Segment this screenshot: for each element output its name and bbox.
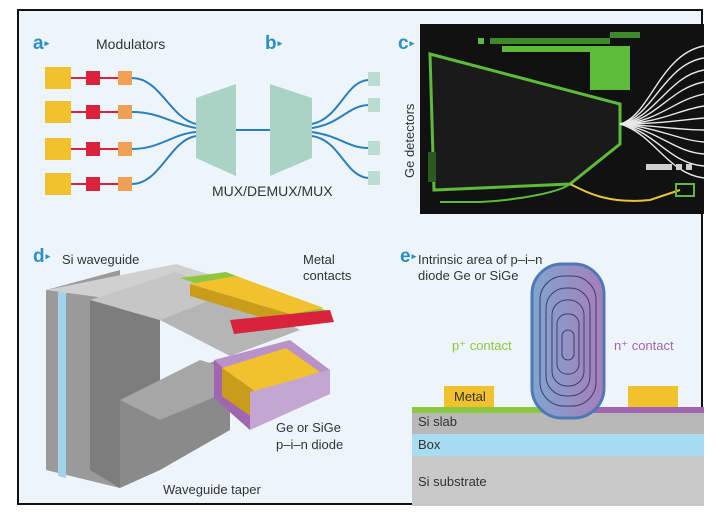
modulator-yellow-block [45, 67, 71, 89]
ge-detector [368, 171, 380, 185]
modulator-row-2 [45, 101, 132, 123]
waveguide-front [90, 300, 160, 488]
modulator-row-4 [45, 173, 132, 195]
n-contact-label: n⁺ contact [614, 338, 674, 353]
demux-block [270, 84, 312, 176]
p-contact-label: p⁺ contact [452, 338, 512, 353]
modulator-orange-block [118, 177, 132, 191]
n-contact-strip [590, 407, 704, 413]
metal-pad-left [444, 386, 494, 407]
diode-pillar [530, 262, 606, 420]
panel-d-letter: d▸ [33, 246, 51, 267]
input-waveguides [131, 77, 197, 185]
diode-label-2: p–i–n diode [276, 437, 344, 452]
metal-contacts-label-1: Metal [303, 252, 335, 267]
p-contact-strip [412, 407, 542, 413]
panel-a-letter: a▸ [33, 33, 50, 54]
mux-block [196, 84, 236, 176]
modulator-yellow-block [45, 101, 71, 123]
ge-detector [368, 98, 380, 112]
modulator-red-block [86, 71, 100, 85]
chip-label-marking [646, 164, 672, 170]
yellow-trace [569, 183, 681, 202]
modulator-red-block [86, 105, 100, 119]
modulator-row-1 [45, 67, 132, 89]
intrinsic-label-1: Intrinsic area of p–i–n [418, 252, 543, 267]
waveguide-taper-label: Waveguide taper [163, 482, 261, 497]
mux-label: MUX/DEMUX/MUX [212, 183, 333, 199]
taper-top [160, 292, 300, 356]
intrinsic-label-2: diode Ge or SiGe [418, 268, 519, 283]
slab-blue-layer [58, 290, 66, 478]
modulators-label: Modulators [96, 36, 166, 52]
upper-metal-contact [190, 276, 324, 314]
modulator-red-block [86, 142, 100, 156]
bond-pad [590, 46, 630, 90]
si-substrate-layer [412, 456, 704, 506]
modulator-orange-block [118, 142, 132, 156]
si-substrate-label: Si substrate [418, 474, 487, 489]
diode-label-1: Ge or SiGe [276, 420, 342, 435]
metal-pad-right [628, 386, 678, 407]
modulator-yellow-block [45, 173, 71, 195]
box-layer [412, 434, 704, 456]
modulator-yellow-block [45, 138, 71, 160]
field-contours [539, 275, 597, 407]
si-waveguide-label: Si waveguide [62, 252, 140, 267]
intrinsic-red-layer [230, 310, 334, 334]
si-slab-layer [412, 412, 704, 434]
metal-label: Metal [454, 389, 486, 404]
output-waveguides [311, 79, 369, 179]
panel-e-letter: e▸ [400, 246, 417, 267]
ge-detector [368, 141, 380, 155]
panel-c-letter: c▸ [398, 33, 415, 54]
ge-detector [368, 72, 380, 86]
modulator-row-3 [45, 138, 132, 160]
panel-b-letter: b▸ [265, 33, 283, 54]
modulator-red-block [86, 177, 100, 191]
metal-contacts-label-2: contacts [303, 268, 352, 283]
lower-metal-contact [222, 348, 320, 392]
si-slab-label: Si slab [418, 414, 458, 429]
box-label: Box [418, 437, 441, 452]
chip-micrograph [420, 24, 704, 214]
waveguide-fan [619, 45, 704, 179]
modulator-orange-block [118, 71, 132, 85]
modulator-orange-block [118, 105, 132, 119]
